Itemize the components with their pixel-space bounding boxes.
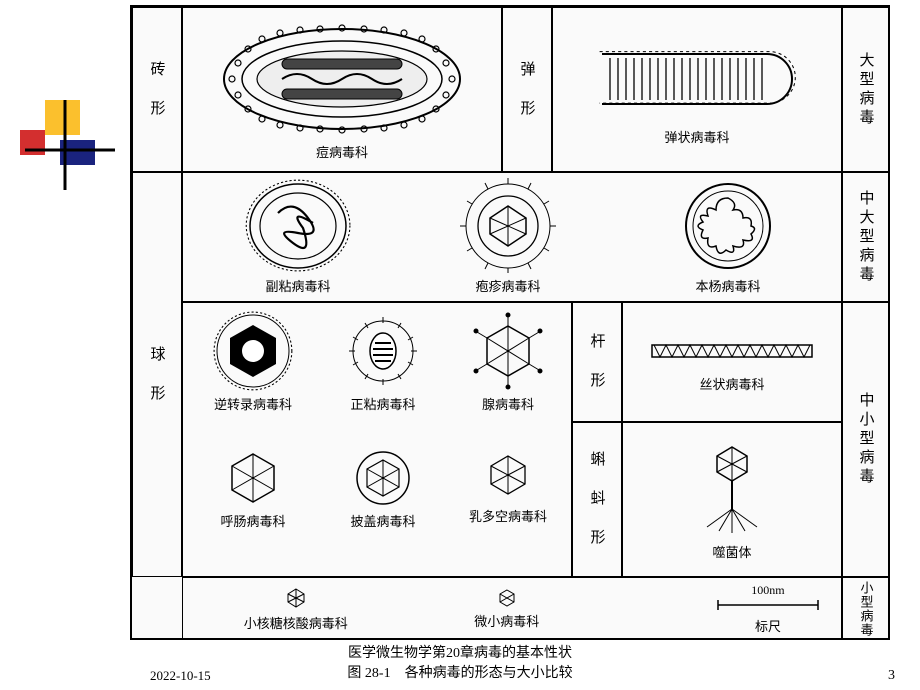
rhabdo-label: 弹状病毒科 (553, 127, 841, 146)
shape-label-bullet: 弹 形 (502, 7, 552, 172)
row-small: 小核糖核酸病毒科 微小病毒科 100nm 标尺 (182, 577, 842, 640)
toga-icon (353, 448, 413, 508)
toga-label: 披盖病毒科 (323, 511, 443, 530)
size-label-medsmall: 中小型病毒 (842, 302, 890, 577)
paramyxo-label: 副粘病毒科 (213, 276, 383, 295)
figure-caption: 医学微生物学第20章病毒的基本性状 图 28-1 各种病毒的形态与大小比较 (0, 642, 920, 682)
row-medlarge: 副粘病毒科 疱疹病毒科 本杨病毒科 (182, 172, 842, 302)
reo-icon (223, 448, 283, 508)
filo-label: 丝状病毒科 (623, 374, 841, 393)
cell-phage: 噬菌体 (622, 422, 842, 577)
parvo-label: 微小病毒科 (439, 611, 575, 630)
cell-filo: 丝状病毒科 (622, 302, 842, 422)
retro-icon (213, 311, 293, 391)
adeno-label: 腺病毒科 (453, 394, 563, 413)
adeno-icon (471, 311, 546, 391)
papova-icon (483, 448, 533, 503)
row-medsmall-left: 逆转录病毒科 正粘病毒科 腺病毒科 呼肠病毒科 (182, 302, 572, 577)
pox-label: 痘病毒科 (183, 142, 501, 161)
page-number: 3 (888, 668, 895, 684)
scale-value: 100nm (695, 583, 841, 598)
bunya-icon (678, 178, 778, 273)
slide-date: 2022-10-15 (150, 668, 211, 684)
bunya-label: 本杨病毒科 (643, 276, 813, 295)
scale-bar: 100nm 标尺 (695, 583, 841, 635)
poxvirus-icon (212, 19, 472, 139)
retro-label: 逆转录病毒科 (193, 394, 313, 413)
shape-label-brick: 砖 形 (132, 7, 182, 172)
slide-logo (20, 100, 120, 200)
parvo-icon (497, 588, 517, 608)
size-label-large: 大型病毒 (842, 7, 890, 172)
picorna-label: 小核糖核酸病毒科 (213, 613, 379, 632)
paramyxo-icon (243, 178, 353, 273)
phage-label: 噬菌体 (623, 542, 841, 561)
caption-line2: 图 28-1 各种病毒的形态与大小比较 (0, 662, 920, 682)
rhabdovirus-icon (582, 34, 812, 124)
herpes-icon (458, 178, 558, 273)
shape-label-rod: 杆 形 (572, 302, 622, 422)
phage-icon (687, 439, 777, 539)
papova-label: 乳多空病毒科 (453, 506, 563, 525)
shape-label-tadpole: 蝌 蚪 形 (572, 422, 622, 577)
shape-label-sphere: 球 形 (132, 172, 182, 577)
virus-comparison-table: 砖 形 痘病毒科 弹 形 (130, 5, 890, 640)
size-label-small: 小型病毒 (842, 577, 890, 640)
cell-rhabdo: 弹状病毒科 (552, 7, 842, 172)
orthomyxo-label: 正粘病毒科 (323, 394, 443, 413)
filo-icon (642, 331, 822, 371)
scale-caption: 标尺 (695, 616, 841, 635)
herpes-label: 疱疹病毒科 (423, 276, 593, 295)
reo-label: 呼肠病毒科 (193, 511, 313, 530)
picorna-icon (284, 586, 308, 610)
size-label-medlarge: 中大型病毒 (842, 172, 890, 302)
caption-line1: 医学微生物学第20章病毒的基本性状 (0, 642, 920, 662)
cell-pox: 痘病毒科 (182, 7, 502, 172)
orthomyxo-icon (343, 311, 423, 391)
